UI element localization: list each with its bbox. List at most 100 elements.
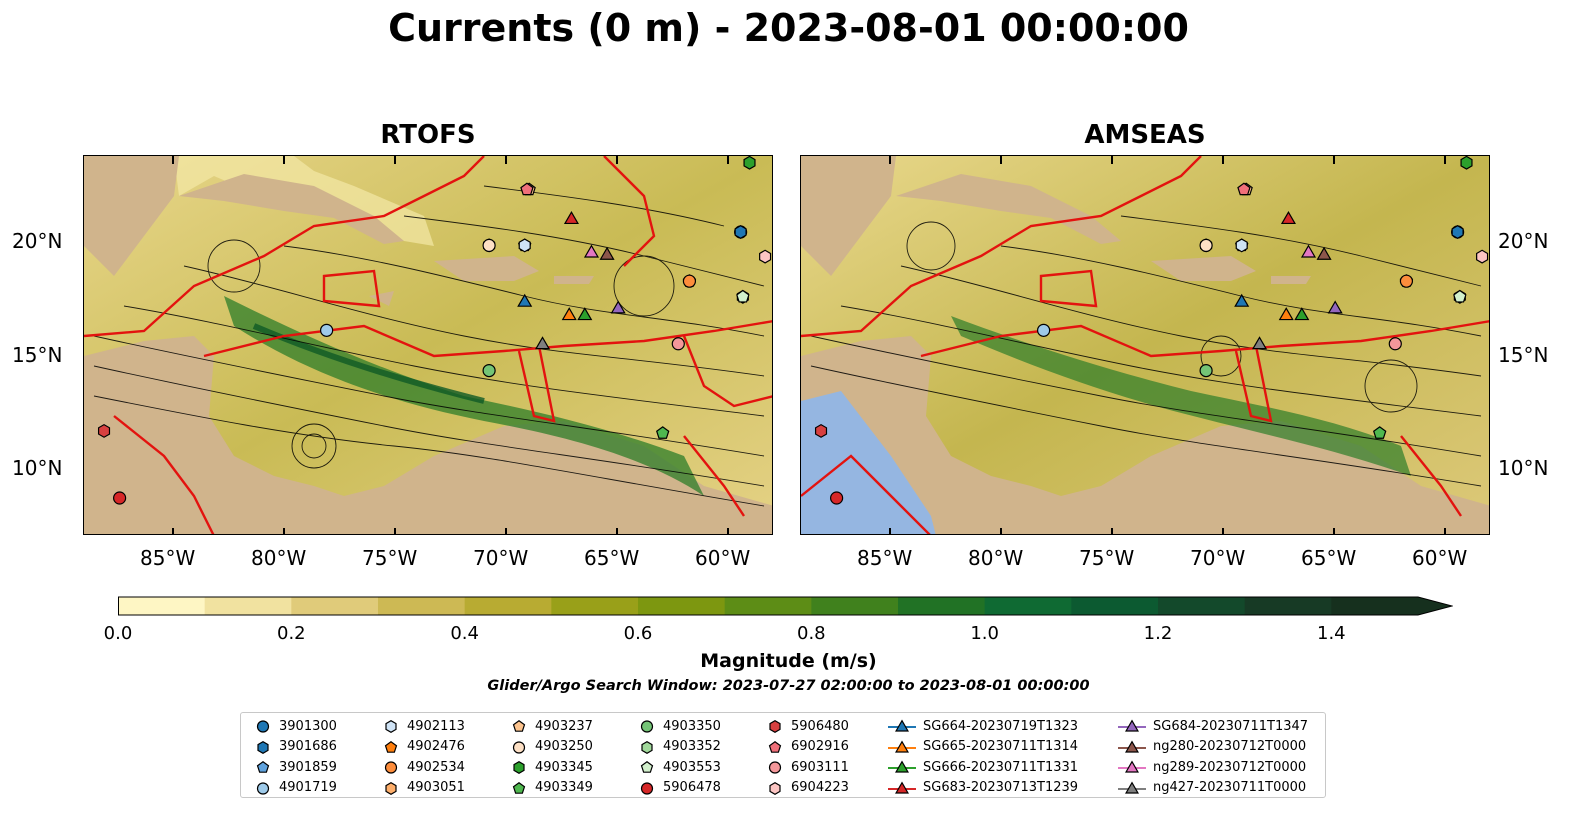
marker-ng427-20230711t0000[interactable] [534,336,551,350]
marker-3901686[interactable] [1451,225,1464,239]
legend-item[interactable]: 4903237 [509,716,593,737]
legend-marker-icon [641,740,653,754]
marker-5906480[interactable] [97,423,111,438]
legend-marker-icon [512,720,526,733]
legend-item[interactable]: 6903111 [765,757,849,778]
legend-marker-icon [513,761,525,775]
legend-item[interactable]: 5906480 [765,716,849,737]
colorbar-cell [551,597,639,615]
marker-sg684-20230711t1347[interactable] [610,300,626,314]
legend-item[interactable]: ng289-20230712T0000 [1117,757,1308,778]
marker-4901719[interactable] [320,323,334,337]
legend-item[interactable]: 6904223 [765,778,849,799]
legend-item[interactable]: 3901859 [253,757,337,778]
marker-4902534[interactable] [682,274,697,288]
marker-sg683-20230713t1239[interactable] [563,211,579,225]
marker-ng427-20230711t0000[interactable] [1251,336,1268,350]
marker-ng280-20230712t0000[interactable] [1316,246,1332,260]
marker-4903345[interactable] [1460,156,1473,170]
map-rtofs[interactable] [83,155,773,535]
marker-sg665-20230711t1314[interactable] [1278,307,1294,321]
legend-marker-icon [768,761,782,774]
legend-item[interactable]: SG665-20230711T1314 [887,737,1078,758]
legend-item[interactable]: 4903250 [509,737,593,758]
marker-4902113[interactable] [1235,238,1248,253]
legend-item[interactable]: 4903051 [381,778,465,799]
legend-item[interactable]: SG683-20230713T1239 [887,778,1078,799]
search-window-caption: Glider/Argo Search Window: 2023-07-27 02… [487,678,1090,694]
marker-sg683-20230713t1239[interactable] [1280,211,1296,225]
marker-4903349[interactable] [1373,426,1387,439]
marker-4903350[interactable] [1199,363,1213,378]
legend-item[interactable]: 4901719 [253,778,337,799]
legend-item[interactable]: 6902916 [765,737,849,758]
lat-label-15n: 15°N [12,343,63,367]
legend-marker-icon [1118,760,1146,773]
streamlines [93,185,765,507]
marker-4903350[interactable] [482,363,496,378]
lon-label-65w: 65°W [1301,546,1357,570]
legend-column: 3901300 3901686 3901859 4901719 [253,716,337,798]
legend-marker-icon [384,740,398,753]
marker-ng280-20230712t0000[interactable] [599,246,615,260]
marker-sg684-20230711t1347[interactable] [1327,300,1343,314]
marker-6904223[interactable] [759,249,772,264]
legend-item[interactable]: ng280-20230712T0000 [1117,737,1308,758]
legend-item[interactable]: 4902113 [381,716,465,737]
legend-item[interactable]: 4902476 [381,737,465,758]
legend-item[interactable]: SG664-20230719T1323 [887,716,1078,737]
marker-6903111[interactable] [671,337,685,351]
legend-item[interactable]: 4903352 [637,737,721,758]
lon-label-75w: 75°W [362,546,418,570]
legend-marker-icon [256,761,270,774]
legend-item[interactable]: 4903553 [637,757,721,778]
land-puerto-rico [1271,276,1311,284]
marker-4903345[interactable] [743,156,756,170]
legend-item-label: SG665-20230711T1314 [923,739,1079,755]
marker-ng289-20230712t0000[interactable] [1300,244,1317,258]
marker-sg664-20230719t1323[interactable] [1234,293,1250,307]
marker-5906478[interactable] [830,491,844,505]
legend-item[interactable]: SG684-20230711T1347 [1117,716,1308,737]
marker-sg665-20230711t1314[interactable] [561,307,577,321]
marker-sg664-20230719t1323[interactable] [517,293,533,307]
legend-column: 4902113 4902476 4902534 4903051 [381,716,465,798]
legend-item[interactable]: 3901686 [253,737,337,758]
legend-item[interactable]: 4903345 [509,757,593,778]
marker-5906478[interactable] [113,491,127,505]
marker-4903349[interactable] [656,426,670,439]
colorbar-cell [1158,597,1246,615]
marker-5906480[interactable] [814,423,828,438]
colorbar-tick-label: 0.4 [450,623,479,644]
land-cuba [179,174,404,244]
marker-4901719[interactable] [1037,323,1051,337]
marker-4902113[interactable] [518,238,531,253]
marker-4903250[interactable] [482,238,496,253]
legend-item[interactable]: 5906478 [637,778,721,799]
colorbar-tick-label: 0.2 [277,623,306,644]
marker-3901686[interactable] [734,225,747,239]
legend-item[interactable]: SG666-20230711T1331 [887,757,1078,778]
marker-4903553[interactable] [1453,289,1467,303]
legend-item[interactable]: ng427-20230711T0000 [1117,778,1308,799]
map-amseas-canvas [801,156,1489,534]
lat-label-20n: 20°N [12,229,63,253]
marker-6902916[interactable] [520,182,534,196]
marker-ng289-20230712t0000[interactable] [583,244,600,258]
marker-sg666-20230711t1331[interactable] [577,307,593,321]
marker-6903111[interactable] [1388,337,1402,351]
legend-marker-icon [640,720,654,733]
legend-item[interactable]: 3901300 [253,716,337,737]
legend-item[interactable]: 4902534 [381,757,465,778]
marker-4903250[interactable] [1199,238,1213,253]
marker-sg666-20230711t1331[interactable] [1294,307,1310,321]
marker-6904223[interactable] [1476,249,1489,264]
legend-item[interactable]: 4903349 [509,778,593,799]
marker-4902534[interactable] [1399,274,1414,288]
caribbean-current-jet [951,316,1411,476]
map-amseas[interactable] [800,155,1490,535]
marker-4903553[interactable] [736,289,750,303]
lat-label-15n: 15°N [1498,343,1549,367]
marker-6902916[interactable] [1237,182,1251,196]
legend-item[interactable]: 4903350 [637,716,721,737]
